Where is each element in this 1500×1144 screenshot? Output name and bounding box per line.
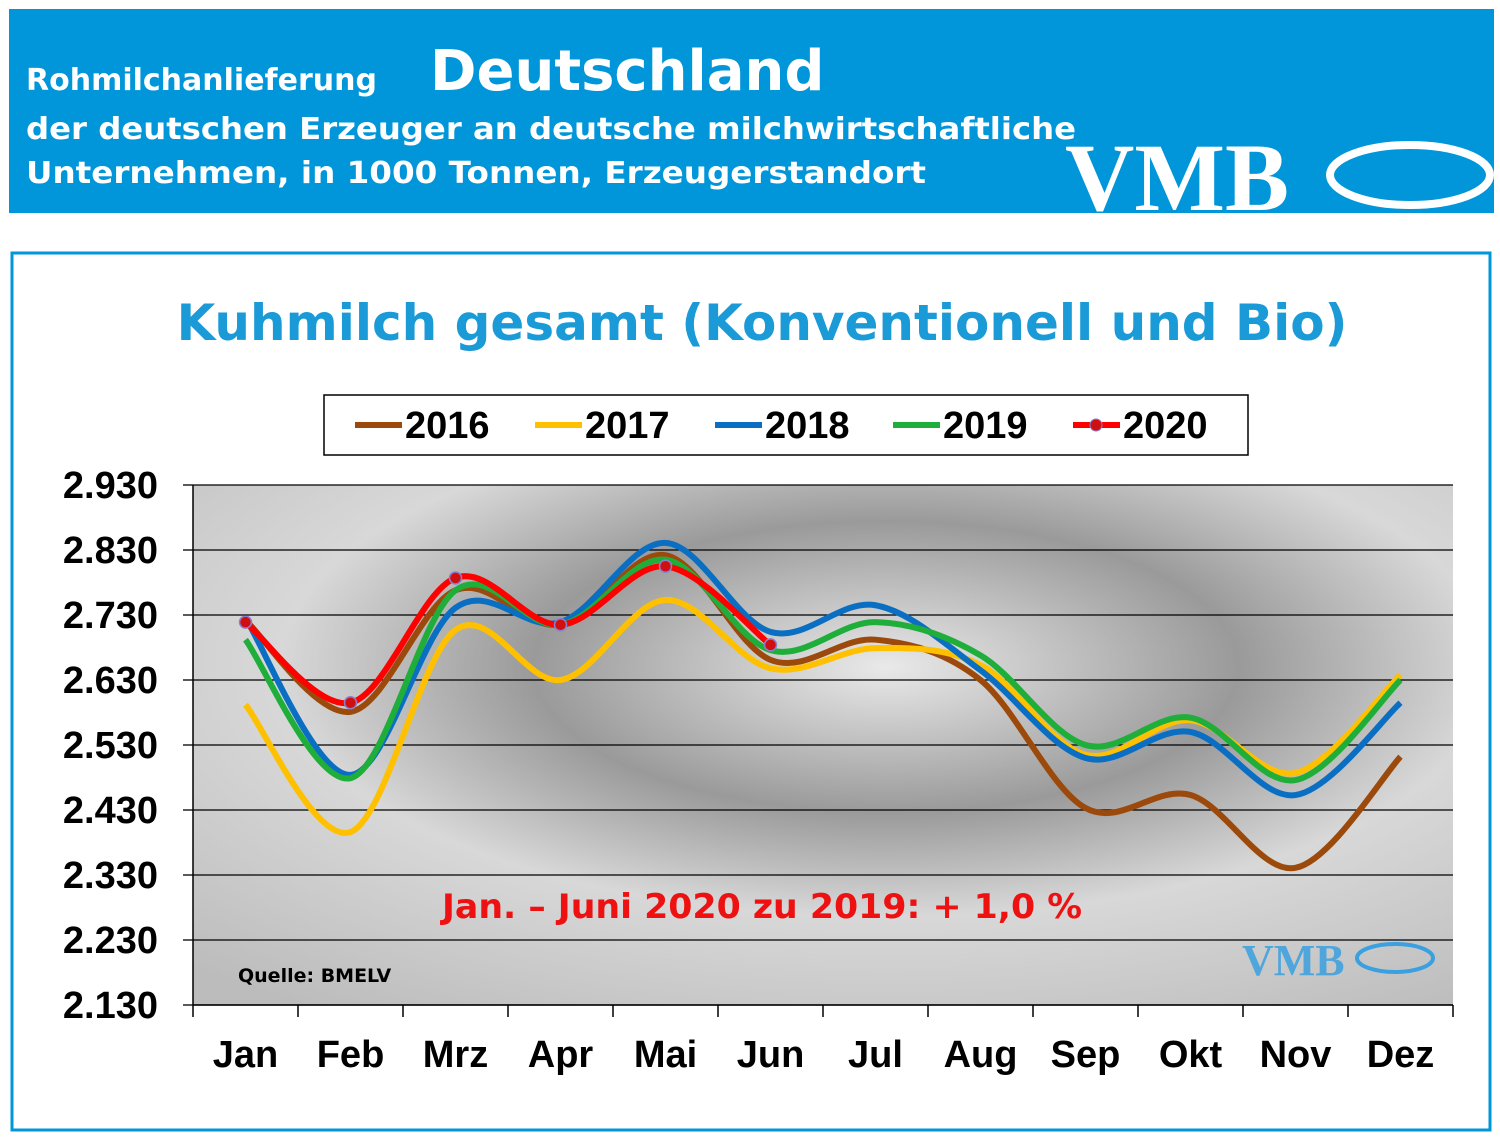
point — [448, 571, 463, 585]
header-logo: VMB — [1065, 124, 1289, 231]
legend-label: 2019 — [943, 405, 1028, 447]
y-tick-label: 2.530 — [63, 725, 158, 767]
x-tick-label: Nov — [1260, 1034, 1332, 1076]
legend-marker — [1089, 418, 1103, 432]
legend-label: 2018 — [765, 405, 850, 447]
x-tick-label: Dez — [1367, 1034, 1435, 1076]
y-tick-label: 2.330 — [63, 855, 158, 897]
x-tick-label: Okt — [1159, 1034, 1223, 1076]
header-line1: Rohmilchanlieferung — [26, 63, 377, 98]
y-tick-label: 2.930 — [63, 465, 158, 507]
watermark-emblem — [1355, 942, 1435, 974]
x-tick-label: Mai — [634, 1034, 697, 1076]
y-tick-label: 2.730 — [63, 595, 158, 637]
series-line — [243, 563, 773, 707]
legend-label: 2016 — [405, 405, 490, 447]
series-line — [243, 556, 1403, 784]
x-tick-label: Sep — [1051, 1034, 1121, 1076]
y-tick-label: 2.430 — [63, 790, 158, 832]
header-line3: Unternehmen, in 1000 Tonnen, Erzeugersta… — [26, 156, 926, 191]
watermark: VMB — [1242, 936, 1345, 985]
series-line — [243, 552, 1403, 872]
point — [658, 559, 673, 573]
legend-label: 2020 — [1123, 405, 1208, 447]
chart-title: Kuhmilch gesamt (Konventionell und Bio) — [177, 294, 1348, 352]
legend-label: 2017 — [585, 405, 670, 447]
x-tick-label: Feb — [317, 1034, 385, 1076]
y-tick-label: 2.230 — [63, 920, 158, 962]
x-tick-label: Mrz — [423, 1034, 488, 1076]
header-line2: der deutschen Erzeuger an deutsche milch… — [26, 112, 1076, 147]
y-tick-label: 2.830 — [63, 530, 158, 572]
annotation: Jan. – Juni 2020 zu 2019: + 1,0 % — [440, 887, 1082, 927]
x-tick-label: Jul — [848, 1034, 903, 1076]
header-country: Deutschland — [430, 39, 824, 104]
header-bar — [9, 9, 1494, 213]
x-tick-label: Jan — [213, 1034, 278, 1076]
point — [553, 618, 568, 632]
logo-emblem — [1326, 141, 1494, 209]
point — [343, 696, 358, 710]
source: Quelle: BMELV — [238, 965, 392, 987]
y-tick-label: 2.130 — [63, 985, 158, 1027]
y-tick-label: 2.630 — [63, 660, 158, 702]
x-tick-label: Jun — [737, 1034, 805, 1076]
x-tick-label: Apr — [528, 1034, 594, 1076]
series-line — [242, 539, 1403, 799]
point — [763, 638, 778, 652]
x-tick-label: Aug — [944, 1034, 1018, 1076]
point — [238, 615, 253, 629]
